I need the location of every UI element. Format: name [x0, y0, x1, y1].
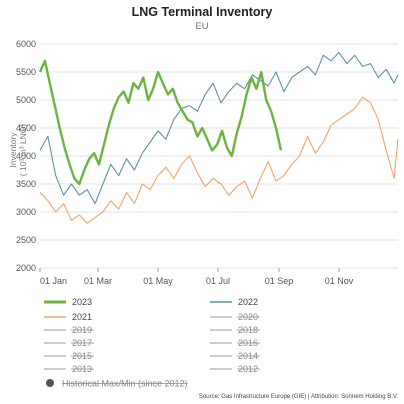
x-tick-label: 01 Jan: [40, 276, 67, 286]
legend-item-2016[interactable]: 2016: [210, 338, 260, 348]
x-axis-ticks: 01 Jan 01 Mar 01 May 01 Jul 01 Sep 01 Nov: [39, 268, 354, 286]
chart-subtitle: EU: [195, 21, 208, 32]
legend-item-2015[interactable]: 2015: [44, 351, 94, 361]
legend-item-2019[interactable]: 2019: [44, 325, 94, 335]
legend-item-2017[interactable]: 2017: [44, 338, 94, 348]
y-tick-label: 2000: [16, 263, 36, 273]
y-axis-title: Inventory: [8, 132, 18, 168]
legend-label: 2022: [238, 297, 258, 307]
y-tick-label: 5000: [16, 95, 36, 105]
x-tick-label: 01 Jul: [206, 276, 230, 286]
y-tick-label: 4500: [16, 123, 36, 133]
legend-item-2023[interactable]: 2023: [44, 297, 92, 307]
historical-band-legend[interactable]: Historical Max/Min (since 2012): [46, 379, 188, 389]
series-line-2023: [38, 59, 283, 186]
x-tick-label: 01 Nov: [325, 276, 354, 286]
y-tick-label: 3000: [16, 207, 36, 217]
y-tick-label: 2500: [16, 235, 36, 245]
legend-label: 2023: [72, 297, 92, 307]
series-line-2021: [39, 96, 399, 224]
y-axis-label: Inventory ( 10³ m³ LNG): [8, 124, 28, 177]
legend-label: 2021: [72, 312, 92, 322]
x-tick-label: 01 May: [143, 276, 173, 286]
chart-title: LNG Terminal Inventory: [132, 5, 273, 19]
grid-lines: [40, 43, 398, 269]
legend-item-2018[interactable]: 2018: [210, 325, 260, 335]
y-tick-label: 5500: [16, 67, 36, 77]
historical-band-marker: [46, 379, 54, 387]
legend-item-2012[interactable]: 2012: [210, 364, 260, 374]
x-tick-label: 01 Sep: [265, 276, 294, 286]
x-tick-label: 01 Mar: [84, 276, 112, 286]
y-axis-unit: ( 10³ m³ LNG): [18, 124, 28, 177]
source-attribution: Source: Gas Infrastructure Europe (GIE) …: [199, 394, 398, 400]
legend: 2023 2022 2021 2020 2019 2018 2017 2016 2015 2014…: [44, 297, 260, 374]
y-tick-label: 3500: [16, 179, 36, 189]
legend-item-2020[interactable]: 2020: [210, 312, 260, 322]
y-tick-label: 6000: [16, 39, 36, 49]
y-axis-ticks: 2000 2500 3000 3500 4000 4500 5000 5500 6000: [16, 39, 36, 273]
series-lines: [38, 51, 399, 224]
legend-item-2014[interactable]: 2014: [210, 351, 260, 361]
series-line-2022: [39, 51, 399, 205]
y-tick-label: 4000: [16, 151, 36, 161]
legend-item-2021[interactable]: 2021: [44, 312, 92, 322]
legend-item-2013[interactable]: 2013: [44, 364, 94, 374]
legend-item-2022[interactable]: 2022: [210, 297, 258, 307]
